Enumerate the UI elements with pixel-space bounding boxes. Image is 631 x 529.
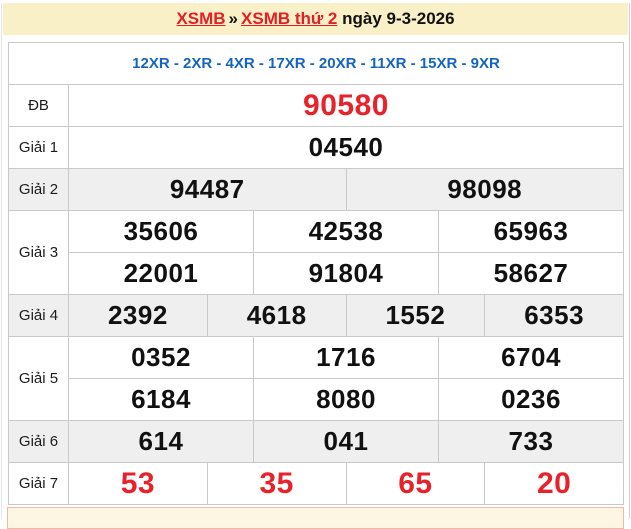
prize-number: 0352 xyxy=(68,336,254,379)
page: XSMB» XSMB thứ 2 ngày 9-3-2026 12XR - 2XR… xyxy=(1,3,630,529)
results-table-body: 12XR - 2XR - 4XR - 17XR - 20XR - 11XR - … xyxy=(8,42,624,505)
prize-number: 1716 xyxy=(253,336,439,379)
prize-row: ĐB 90580 xyxy=(8,84,624,127)
page-title: XSMB» XSMB thứ 2 ngày 9-3-2026 xyxy=(3,3,628,35)
breadcrumb-separator: » xyxy=(228,9,239,28)
prize-number: 91804 xyxy=(253,252,439,295)
prize-number: 22001 xyxy=(68,252,254,295)
prize-number: 04540 xyxy=(68,126,624,169)
prize-number: 1552 xyxy=(345,294,486,337)
prize-label: ĐB xyxy=(8,84,69,127)
xsmb-day-link[interactable]: XSMB thứ 2 xyxy=(241,9,338,28)
prize-label: Giải 4 xyxy=(8,294,69,337)
prize-label: Giải 2 xyxy=(8,168,69,211)
prize-number: 94487 xyxy=(68,168,347,211)
prize-number: 90580 xyxy=(68,84,624,127)
prize-number: 4618 xyxy=(206,294,347,337)
prize-label: Giải 7 xyxy=(8,462,69,505)
prize-row: 22001 91804 58627 xyxy=(9,252,624,295)
prize-row: 6184 8080 0236 xyxy=(9,378,624,421)
prize-number: 35606 xyxy=(68,210,254,253)
region-codes-text: 12XR - 2XR - 4XR - 17XR - 20XR - 11XR - … xyxy=(8,42,624,85)
prize-number: 6184 xyxy=(68,378,254,421)
prize-row: Giải 4 2392 4618 1552 6353 xyxy=(8,294,624,337)
prize-number: 53 xyxy=(68,462,208,505)
prize-label: Giải 1 xyxy=(8,126,69,169)
prize-number: 0236 xyxy=(438,378,624,421)
prize-number: 58627 xyxy=(438,252,624,295)
prize-number: 65963 xyxy=(438,210,624,253)
prize-number: 42538 xyxy=(253,210,439,253)
prize-number: 6353 xyxy=(484,294,624,337)
prize-number: 35 xyxy=(206,462,347,505)
results-table: 12XR - 2XR - 4XR - 17XR - 20XR - 11XR - … xyxy=(8,42,624,505)
prize-label: Giải 5 xyxy=(8,336,69,421)
prize-row: Giải 3 35606 42538 65963 xyxy=(8,210,624,295)
prize-number: 614 xyxy=(68,420,254,463)
prize-number: 041 xyxy=(253,420,439,463)
prize-row: Giải 1 04540 xyxy=(8,126,624,169)
prize-row: Giải 6 614 041 733 xyxy=(8,420,624,463)
prize-row: Giải 7 53 35 65 20 xyxy=(8,462,624,505)
notice-box xyxy=(7,507,624,529)
prize-number: 733 xyxy=(438,420,624,463)
prize-label: Giải 6 xyxy=(8,420,69,463)
prize-label: Giải 3 xyxy=(8,210,69,295)
xsmb-link[interactable]: XSMB xyxy=(176,9,226,28)
prize-number: 6704 xyxy=(438,336,624,379)
prize-number: 8080 xyxy=(253,378,439,421)
prize-row: Giải 5 0352 1716 6704 xyxy=(8,336,624,421)
prize-row: Giải 2 94487 98098 xyxy=(8,168,624,211)
prize-number: 20 xyxy=(484,462,624,505)
prize-number: 98098 xyxy=(345,168,624,211)
draw-date-text: ngày 9-3-2026 xyxy=(342,9,455,28)
prize-number: 2392 xyxy=(68,294,208,337)
prize-number: 65 xyxy=(345,462,486,505)
subheader-row: 12XR - 2XR - 4XR - 17XR - 20XR - 11XR - … xyxy=(8,42,624,85)
